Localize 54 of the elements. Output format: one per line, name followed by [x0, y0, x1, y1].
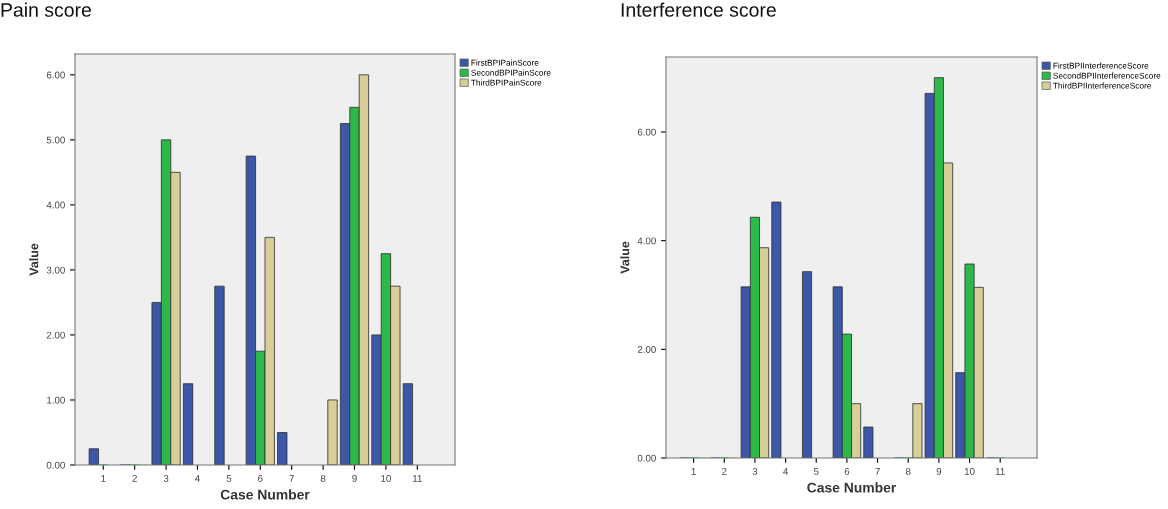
x-tick-label: 11 [995, 468, 1005, 475]
x-tick-label: 2 [132, 474, 137, 482]
y-tick-label: 6.00 [46, 71, 65, 79]
x-tick-label: 3 [163, 474, 169, 482]
x-tick-label: 1 [101, 475, 106, 482]
x-tick-label: 8 [320, 474, 326, 482]
chart-title: Pain score [1, 2, 91, 17]
legend-label: FirstBPIPainScore [471, 59, 539, 66]
x-tick-label: 2 [722, 467, 727, 475]
x-tick-label: 3 [752, 467, 758, 475]
legend-label: ThirdBPIInterferenceScore [1053, 82, 1152, 89]
x-tick-label: 10 [381, 474, 391, 482]
y-tick-label: 5.00 [46, 136, 65, 144]
x-tick-label: 5 [813, 468, 819, 475]
x-tick-label: 7 [875, 468, 880, 475]
y-tick-label: 6.00 [637, 128, 656, 136]
x-tick-label: 1 [691, 468, 696, 475]
y-tick-label: 4.00 [46, 201, 65, 209]
bar [182, 383, 194, 465]
legend-label: SecondBPIInterferenceScore [1053, 72, 1161, 79]
y-tick-label: 0.00 [46, 461, 65, 469]
y-tick-label: 3.00 [46, 266, 65, 274]
bar [402, 383, 414, 465]
bar [88, 448, 99, 465]
bar [214, 285, 225, 465]
legend-label: ThirdBPIPainScore [471, 79, 542, 86]
y-tick-label: 1.00 [47, 396, 65, 404]
bar [771, 201, 782, 458]
y-axis-title: Value [620, 241, 630, 274]
x-tick-label: 9 [352, 474, 357, 482]
x-tick-label: 4 [195, 475, 200, 482]
x-tick-label: 11 [413, 475, 422, 482]
y-tick-label: 2.00 [46, 331, 65, 339]
x-tick-label: 8 [905, 467, 911, 475]
y-axis-title: Value [29, 243, 39, 276]
x-axis-title: Case Number [807, 482, 897, 493]
legend-label: FirstBPIInterferenceScore [1053, 62, 1149, 69]
x-tick-label: 7 [289, 475, 294, 482]
bar [802, 271, 813, 458]
y-tick-label: 0.00 [637, 454, 656, 462]
y-tick-label: 2.00 [637, 346, 656, 353]
x-axis-title: Case Number [220, 489, 310, 500]
x-tick-label: 10 [964, 467, 975, 475]
y-tick-label: 4.00 [637, 237, 656, 245]
chart-title: Interference score [621, 2, 776, 17]
bar [327, 399, 338, 465]
x-tick-label: 4 [783, 468, 788, 475]
bar [277, 432, 288, 465]
x-tick-label: 9 [936, 467, 942, 475]
x-tick-label: 6 [258, 474, 263, 482]
legend-label: SecondBPIPainScore [471, 69, 551, 76]
x-tick-label: 5 [226, 475, 232, 482]
bar [863, 426, 874, 458]
x-tick-label: 6 [844, 467, 850, 475]
